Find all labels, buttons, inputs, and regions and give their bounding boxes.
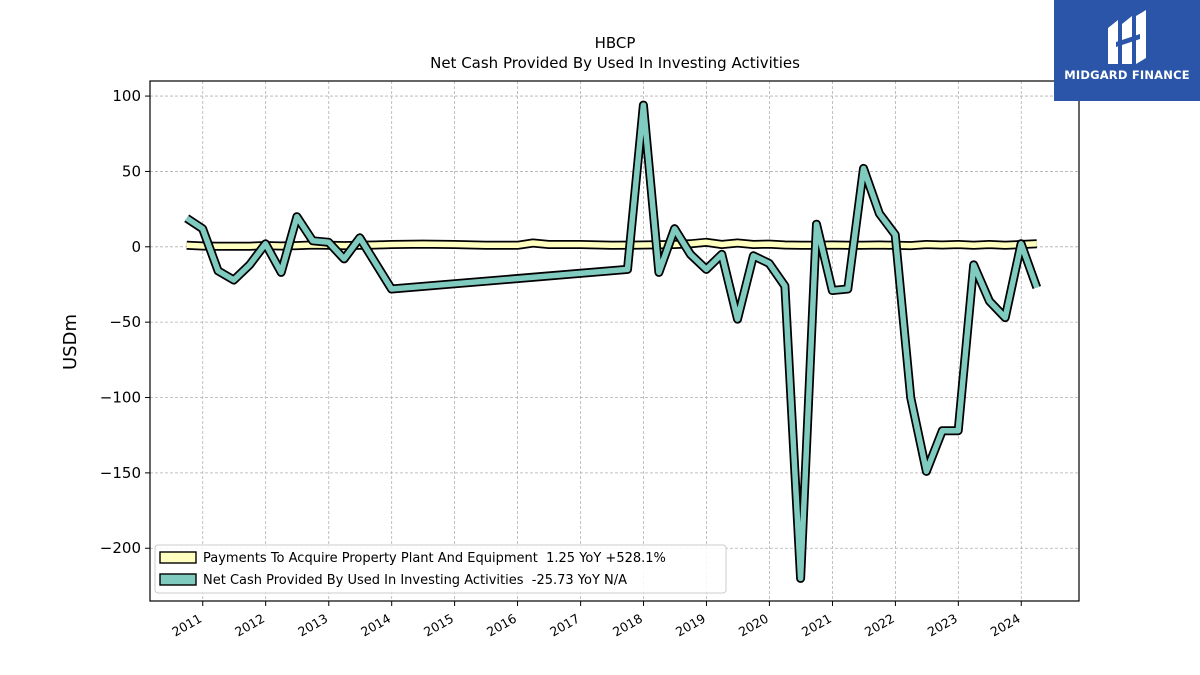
legend-swatch-investing [159, 573, 197, 586]
x-ticks: 2011 2012 2013 2014 2015 2016 2017 2018 2019 2020… [169, 601, 1023, 640]
y-tick-label: 50 [122, 162, 141, 180]
plot-frame [149, 80, 1080, 602]
series-layer [184, 100, 1042, 583]
x-tick-label: 2024 [988, 611, 1023, 640]
y-axis-label: USDm [60, 314, 81, 370]
x-tick-label: 2019 [673, 611, 708, 640]
series-outline-1 [184, 100, 1042, 583]
legend-swatch-ppe [159, 551, 197, 564]
legend-box [154, 544, 727, 594]
y-tick-label: −100 [100, 389, 141, 407]
y-tick-label: −150 [100, 464, 141, 482]
brand-logo: MIDGARD FINANCE [1054, 0, 1200, 101]
chart-subtitle: Net Cash Provided By Used In Investing A… [430, 54, 800, 72]
series-line-0 [186, 239, 1037, 250]
brand-name: MIDGARD FINANCE [1064, 68, 1190, 82]
x-tick-label: 2021 [799, 611, 834, 640]
chart-title: HBCP [595, 34, 636, 52]
x-tick-label: 2015 [421, 611, 456, 640]
legend: Payments To Acquire Property Plant And E… [154, 544, 727, 594]
x-tick-label: 2023 [925, 611, 960, 640]
y-ticks: 100 50 0 −50 −100 −150 −200 [100, 87, 150, 557]
midgard-logo-icon [1108, 10, 1146, 64]
x-tick-label: 2018 [610, 611, 645, 640]
x-tick-label: 2011 [169, 611, 204, 640]
x-tick-label: 2013 [295, 611, 330, 640]
x-tick-label: 2014 [358, 611, 393, 640]
y-tick-label: −200 [100, 539, 141, 557]
x-tick-label: 2022 [862, 611, 897, 640]
y-tick-label: 0 [131, 238, 141, 256]
x-tick-label: 2016 [484, 611, 519, 640]
grid [150, 81, 1079, 601]
y-tick-label: 100 [112, 87, 141, 105]
legend-label-ppe: Payments To Acquire Property Plant And E… [203, 551, 666, 566]
y-tick-label: −50 [109, 313, 141, 331]
x-tick-label: 2020 [736, 611, 771, 640]
x-tick-label: 2017 [547, 611, 582, 640]
x-tick-label: 2012 [232, 611, 267, 640]
series-line-1 [185, 102, 1040, 582]
legend-label-investing: Net Cash Provided By Used In Investing A… [203, 573, 627, 588]
